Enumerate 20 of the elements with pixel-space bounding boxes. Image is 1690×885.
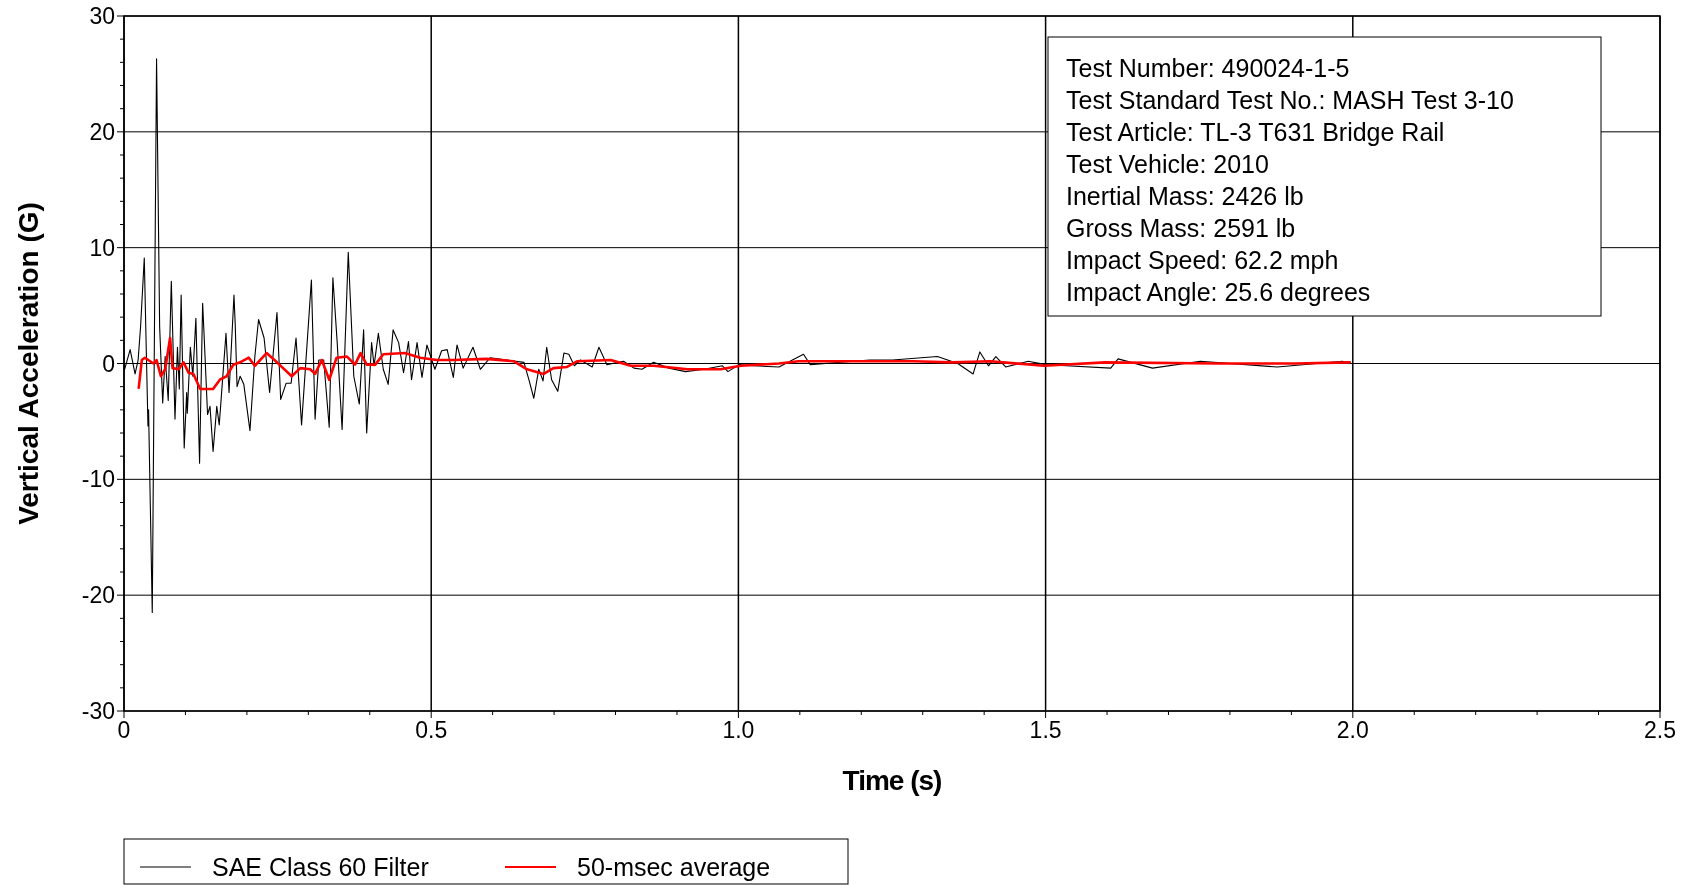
x-tick-label: 1.0 bbox=[722, 717, 755, 743]
line-series bbox=[137, 336, 1352, 391]
x-tick-label: 1.5 bbox=[1029, 717, 1062, 743]
y-tick-label: 0 bbox=[102, 350, 115, 377]
info-text-box: Test Number: 490024-1-5 Test Standard Test No.: MASH Test 3-10 Test Article: TL-3 T631 Bridge Rail Test Vehicle: 2010 Inertial Mass: 2426 lb Gross Mass: 2591 lb Impact Speed: 62.2 mph Impact Angle: 25.6 degrees bbox=[1047, 36, 1602, 317]
x-tick-label: 2.5 bbox=[1644, 717, 1676, 743]
y-tick-label: -10 bbox=[81, 466, 115, 493]
y-tick-label: -20 bbox=[81, 582, 115, 609]
y-axis-title: Vertical Acceleration (G) bbox=[13, 202, 44, 525]
annotation: Test Number: 490024-1-5 Test Standard Test No.: MASH Test 3-10 Test Article: TL-3 T631 Bridge Rail Test Vehicle: 2010 Inertial Mass: 2426 lb Gross Mass: 2591 lb Impact Speed: 62.2 mph Impact Angle: 25.6 degrees bbox=[1066, 54, 1514, 306]
legend-label: 50-msec average bbox=[577, 853, 771, 881]
y-tick-label: 30 bbox=[89, 3, 115, 29]
legend-label: SAE Class 60 Filter bbox=[212, 853, 429, 881]
x-tick-label: 2.0 bbox=[1336, 717, 1369, 743]
x-tick-label: 0 bbox=[117, 717, 131, 743]
y-tick-label: 20 bbox=[89, 118, 115, 145]
x-axis-title: Time (s) bbox=[842, 765, 942, 796]
y-tick-label: -30 bbox=[81, 698, 115, 724]
x-tick-label: 0.5 bbox=[415, 717, 448, 743]
y-tick-label: 10 bbox=[89, 234, 115, 261]
